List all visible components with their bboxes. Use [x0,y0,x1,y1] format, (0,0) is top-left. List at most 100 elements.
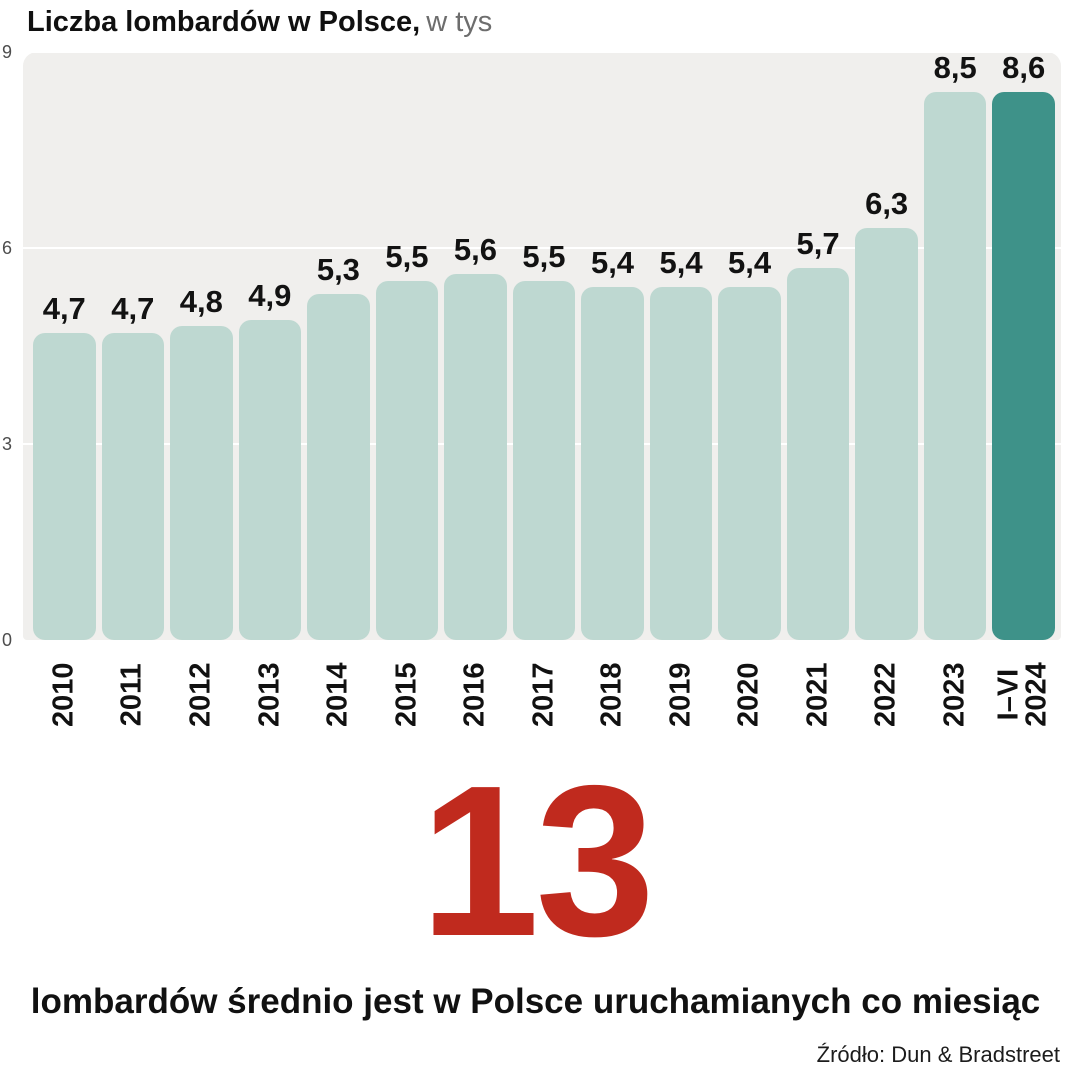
bar-column: 5,4 2018 [581,52,644,750]
bar-value-label: 8,6 [1002,50,1046,85]
x-axis-label: 2013 [253,662,286,728]
bar-column: 5,3 2014 [307,52,370,750]
x-axis-zone: 2015 [376,640,439,750]
x-axis-label: 2010 [47,662,80,728]
y-axis-tick: 0 [2,630,13,650]
x-axis-label: 2017 [527,662,560,728]
x-axis-label: 2019 [664,662,697,728]
bar [33,332,96,640]
bar-column: 6,3 2022 [855,52,918,750]
bar-value-label: 5,4 [728,245,772,281]
bar-zone: 5,5 [512,52,576,640]
x-axis-label: 2015 [390,662,423,728]
bar-zone: 4,9 [238,52,302,640]
bar-value-label: 5,5 [385,238,429,274]
bar-column: 5,4 2020 [718,52,781,750]
bar-value-label: 4,7 [111,290,155,326]
x-axis-label: I–VI 2024 [993,662,1053,728]
bar-highlighted [992,92,1055,640]
bar [444,274,507,640]
bar-column: 5,5 2015 [375,52,439,750]
bar [718,287,781,640]
x-axis-label: 2018 [595,662,628,728]
chart-title-unit: w tys [426,6,493,38]
bar-column: 4,7 2010 [33,52,96,750]
x-axis-label: 2020 [732,662,765,728]
bar-column: 5,7 2021 [786,52,850,750]
highlight-caption: lombardów średnio jest w Polsce uruchami… [30,982,1041,1021]
bar [238,319,302,640]
y-axis-tick: 3 [2,434,13,454]
bar-column: 8,5 2023 [923,50,987,750]
bar-zone: 8,5 [923,50,987,640]
y-axis: 0 3 6 9 [2,43,22,649]
x-axis-zone: 2014 [307,640,370,750]
x-axis-zone: 2011 [102,640,165,750]
bar-chart: 0 3 6 9 4,7 2010 4,7 2011 4,8 2012 4,9 2013 5,3 2014… [2,43,1061,750]
x-axis-label: 2014 [321,662,354,728]
bar-zone: 5,4 [581,52,644,640]
bar-value-label: 8,5 [933,50,977,85]
x-axis-zone: 2021 [787,640,850,750]
x-axis-label: 2022 [869,662,902,728]
bar-column: 5,5 2017 [512,52,576,750]
bar [649,287,713,640]
bar [923,92,987,640]
bar [375,280,439,640]
bar-zone: 4,7 [101,52,165,640]
bar-zone: 5,5 [375,52,439,640]
x-axis-zone: 2022 [855,640,918,750]
bar-zone: 5,3 [307,52,370,640]
highlight-number: 13 [419,740,655,981]
bar-value-label: 5,5 [522,238,566,274]
x-axis-label: 2023 [938,662,971,728]
bar [581,287,644,640]
bar-value-label: 5,4 [590,245,635,281]
chart-title: Liczba lombardów w Polsce, w tys [27,6,492,39]
x-axis-zone: 2018 [581,640,644,750]
bar-column: 8,6 I–VI 2024 [992,52,1055,750]
bar-zone: 4,7 [33,52,96,640]
bar-zone: 8,6 [992,52,1055,640]
bar-column: 5,4 2019 [649,52,713,750]
bar [101,332,165,640]
x-axis-zone: 2010 [33,640,96,750]
bar [512,280,576,640]
x-axis-label: 2021 [801,662,834,728]
x-axis-zone: I–VI 2024 [992,640,1055,750]
source-credit: Źródło: Dun & Bradstreet [816,1042,1060,1067]
bar [170,326,233,640]
x-axis-zone: 2020 [718,640,781,750]
bar-value-label: 5,6 [453,232,497,268]
bar-zone: 5,4 [649,52,713,640]
y-axis-tick: 9 [2,42,13,62]
bar-zone: 5,7 [786,52,850,640]
bar-value-label: 5,4 [659,245,703,281]
bar-value-label: 5,3 [316,251,360,287]
bar-zone: 5,6 [444,52,507,640]
bar-value-label: 4,7 [42,290,86,326]
x-axis-label: 2016 [458,662,491,728]
x-axis-zone: 2017 [513,640,576,750]
x-axis-label: 2012 [184,662,217,728]
bar-column: 5,6 2016 [444,52,507,750]
bar-value-label: 6,3 [865,186,909,222]
x-axis-label: 2011 [116,663,149,727]
bar-zone: 5,4 [718,52,781,640]
bar-column: 4,9 2013 [238,52,302,750]
bar-column: 4,8 2012 [170,52,233,750]
bar [307,293,370,640]
bar-value-label: 4,8 [179,284,223,320]
bar-columns: 4,7 2010 4,7 2011 4,8 2012 4,9 2013 5,3 2014 5,5 20… [33,52,1055,750]
bar-column: 4,7 2011 [101,52,165,750]
bar-value-label: 5,7 [796,225,840,261]
gridline [23,247,1061,249]
x-axis-zone: 2019 [650,640,713,750]
x-axis-zone: 2013 [239,640,302,750]
bar [786,267,850,640]
chart-title-main: Liczba lombardów w Polsce, [27,6,421,38]
x-axis-zone: 2023 [924,640,987,750]
x-axis-zone: 2016 [444,640,507,750]
bar-zone: 4,8 [170,52,233,640]
